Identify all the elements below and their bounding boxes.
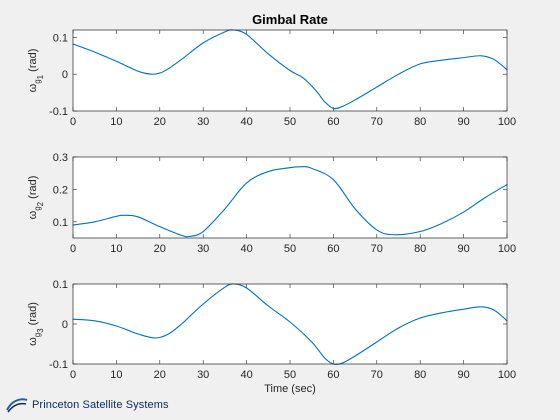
x-tick-label: 70 [371,243,383,255]
x-tick-label: 30 [197,369,209,381]
y-tick-label: -0.1 [49,359,68,371]
x-tick-label: 90 [457,369,469,381]
x-tick-label: 80 [414,116,426,128]
x-tick-label: 60 [327,369,339,381]
y-axis-label: ωg3 (rad) [27,302,45,346]
x-tick-label: 0 [70,243,76,255]
series-line [72,29,508,110]
y-label-sub: g [33,333,42,337]
x-tick-label: 0 [70,116,76,128]
x-tick-label: 50 [284,243,296,255]
axes-box [72,283,508,365]
x-tick-label: 0 [70,369,76,381]
x-tick-label: 40 [240,116,252,128]
x-tick-label: 100 [498,243,516,255]
y-tick-label: -0.1 [49,106,68,118]
x-tick-label: 30 [197,243,209,255]
y-axis-label: ωg2 (rad) [27,176,45,220]
x-tick-label: 90 [457,243,469,255]
y-label-symbol: ω [27,83,39,92]
x-tick-label: 80 [414,243,426,255]
y-label-sub: g [33,79,42,83]
series-line [72,166,508,238]
y-tick-label: 0.1 [53,217,68,229]
y-tick-label: 0.3 [53,152,68,164]
x-tick-label: 100 [498,369,516,381]
y-label-symbol: ω [27,210,39,219]
x-tick-label: 60 [327,243,339,255]
y-label-unit: (rad) [27,302,39,328]
x-tick-label: 40 [240,243,252,255]
x-tick-label: 20 [154,243,166,255]
x-tick-label: 10 [110,116,122,128]
y-label-subsub: 1 [36,74,45,79]
x-tick-label: 10 [110,243,122,255]
y-label-symbol: ω [27,337,39,346]
plot-area [73,157,507,238]
x-tick-label: 50 [284,116,296,128]
series-line [72,283,508,366]
plot-area [73,284,507,364]
x-axis-label: Time (sec) [264,383,316,395]
logo-text: Princeton Satellite Systems [32,399,169,411]
y-tick-label: 0.1 [53,279,68,291]
x-tick-label: 80 [414,369,426,381]
chart-title: Gimbal Rate [252,12,328,27]
x-tick-label: 70 [371,369,383,381]
x-tick-label: 70 [371,116,383,128]
y-label-unit: (rad) [27,176,39,202]
x-tick-label: 50 [284,369,296,381]
x-tick-label: 10 [110,369,122,381]
y-tick-label: 0 [62,319,68,331]
subplot-2: 0 10 20 30 40 50 60 70 80 90 100 0.1 0.2 0.3 ωg2 (rad) [27,152,516,255]
y-tick-label: 0.2 [53,184,68,196]
y-label-sub: g [33,206,42,210]
x-tick-label: 20 [154,369,166,381]
x-tick-label: 90 [457,116,469,128]
y-label-subsub: 2 [36,201,45,206]
satellite-swoosh-icon [6,398,28,413]
y-tick-label: 0 [62,69,68,81]
x-tick-label: 40 [240,369,252,381]
x-tick-label: 60 [327,116,339,128]
y-label-unit: (rad) [27,49,39,75]
axes-box [72,156,508,239]
y-label-subsub: 3 [36,328,45,333]
x-tick-label: 20 [154,116,166,128]
logo: Princeton Satellite Systems [6,397,169,413]
y-tick-label: 0.1 [53,32,68,44]
x-tick-label: 30 [197,116,209,128]
x-tick-label: 100 [498,116,516,128]
axes-box [72,29,508,112]
y-axis-label: ωg1 (rad) [27,49,45,93]
